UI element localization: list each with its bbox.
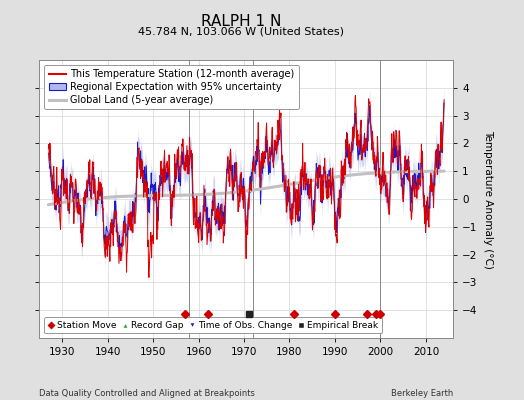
Y-axis label: Temperature Anomaly (°C): Temperature Anomaly (°C) xyxy=(483,130,493,268)
Text: 45.784 N, 103.066 W (United States): 45.784 N, 103.066 W (United States) xyxy=(138,26,344,36)
Text: Berkeley Earth: Berkeley Earth xyxy=(391,389,453,398)
Legend: Station Move, Record Gap, Time of Obs. Change, Empirical Break: Station Move, Record Gap, Time of Obs. C… xyxy=(44,317,382,334)
Text: RALPH 1 N: RALPH 1 N xyxy=(201,14,281,29)
Text: Data Quality Controlled and Aligned at Breakpoints: Data Quality Controlled and Aligned at B… xyxy=(39,389,255,398)
